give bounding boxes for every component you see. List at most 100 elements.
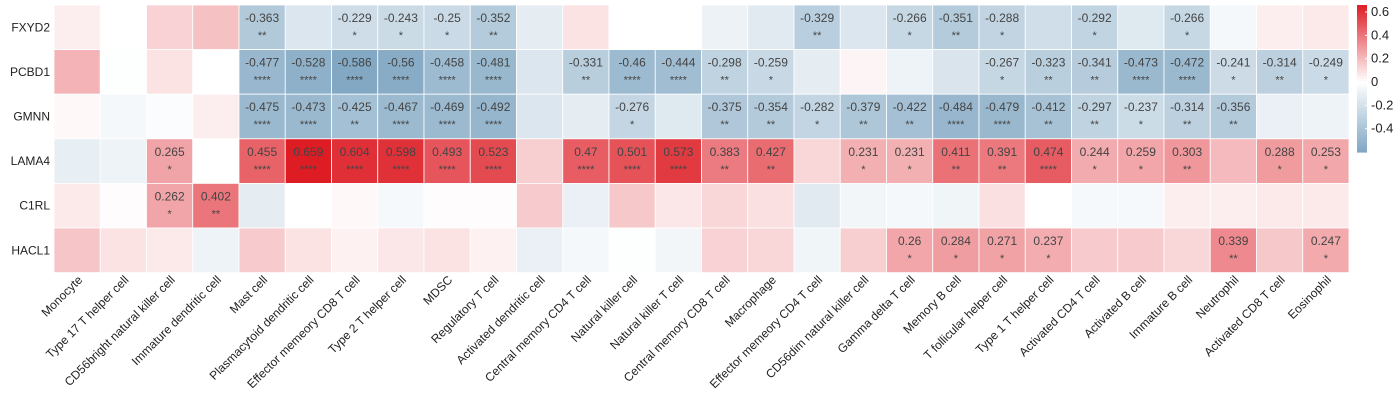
cell-significance-label: ** — [720, 75, 729, 87]
colorbar: 0.6 0.4 0.2 0 -0.2 -0.4 — [1357, 4, 1393, 153]
colorbar-segment — [1357, 93, 1367, 97]
colorbar-tick-label: 0 — [1371, 74, 1378, 89]
heatmap-cell — [1302, 49, 1350, 95]
colorbar-segment — [1357, 17, 1367, 21]
cell-value-label: -0.292 — [1078, 11, 1112, 25]
heatmap-cell — [1071, 182, 1119, 229]
heatmap-cell — [1163, 93, 1211, 140]
heatmap-cell — [1209, 182, 1257, 229]
cell-value-label: 0.455 — [247, 145, 277, 159]
heatmap-cell — [1071, 49, 1119, 95]
column-label: MDSC — [420, 273, 455, 308]
heatmap-cell — [284, 4, 332, 50]
colorbar-segment — [1357, 14, 1367, 18]
colorbar-segment — [1357, 105, 1367, 109]
heatmap-cell — [53, 4, 101, 50]
heatmap-cell — [516, 49, 564, 95]
cell-significance-label: * — [1000, 253, 1005, 265]
colorbar-segment — [1357, 46, 1367, 50]
cell-value-label: -0.266 — [1170, 11, 1204, 25]
cell-significance-label: ** — [720, 164, 729, 176]
cell-value-label: -0.375 — [708, 100, 742, 114]
heatmap-cell — [284, 182, 332, 229]
cell-value-label: 0.284 — [941, 234, 971, 248]
cell-value-label: -0.473 — [1124, 56, 1158, 70]
cell-significance-label: * — [1185, 30, 1190, 42]
cell-significance-label: ** — [767, 164, 776, 176]
heatmap-cell — [839, 49, 887, 95]
heatmap-cell — [701, 49, 749, 95]
column-label: Gamma delta T cell — [835, 273, 918, 356]
cell-significance-label: * — [815, 119, 820, 131]
row-label: HACL1 — [11, 243, 50, 257]
colorbar-segment — [1357, 90, 1367, 94]
cell-significance-label: ** — [1229, 119, 1238, 131]
column-label: Monocyte — [39, 273, 86, 320]
heatmap-cell-labels: -0.363**-0.229*-0.243*-0.25*-0.352**-0.3… — [155, 11, 1344, 265]
cell-significance-label: **** — [254, 75, 272, 87]
cell-significance-label: **** — [947, 119, 965, 131]
heatmap-cells — [53, 4, 1350, 273]
cell-significance-label: **** — [254, 164, 272, 176]
cell-value-label: -0.352 — [476, 11, 510, 25]
cell-significance-label: ** — [1229, 253, 1238, 265]
colorbar-segment — [1357, 144, 1367, 148]
cell-value-label: -0.329 — [800, 11, 834, 25]
heatmap-cell — [192, 138, 240, 184]
heatmap-cell — [1117, 93, 1165, 140]
colorbar-segment — [1357, 66, 1367, 70]
colorbar-segment — [1357, 127, 1367, 131]
cell-value-label: -0.267 — [985, 56, 1019, 70]
cell-value-label: -0.297 — [1078, 100, 1112, 114]
cell-value-label: -0.351 — [939, 11, 973, 25]
heatmap-cell — [1117, 182, 1165, 229]
heatmap-cell — [1209, 138, 1257, 184]
heatmap-cell — [1302, 227, 1350, 273]
column-label: T follicular helper cell — [921, 273, 1010, 362]
cell-value-label: 0.339 — [1218, 234, 1248, 248]
cell-value-label: -0.46 — [618, 56, 646, 70]
cell-significance-label: **** — [485, 119, 503, 131]
cell-significance-label: **** — [624, 75, 642, 87]
heatmap-cell — [886, 49, 934, 95]
colorbar-segment — [1357, 34, 1367, 38]
colorbar-segment — [1357, 58, 1367, 62]
cell-significance-label: * — [907, 164, 912, 176]
colorbar-segment — [1357, 68, 1367, 72]
colorbar-segment — [1357, 134, 1367, 138]
colorbar-segment — [1357, 54, 1367, 58]
heatmap-cell — [562, 93, 610, 140]
cell-significance-label: ** — [350, 119, 359, 131]
cell-significance-label: * — [1139, 164, 1144, 176]
colorbar-segment — [1357, 117, 1367, 121]
cell-value-label: 0.47 — [574, 145, 598, 159]
cell-value-label: -0.298 — [708, 56, 742, 70]
column-label: Type 1 T helper cell — [973, 273, 1057, 357]
heatmap-cell — [469, 93, 517, 140]
heatmap-cell — [1256, 49, 1304, 95]
heatmap-cell — [978, 182, 1026, 229]
cell-significance-label: * — [1277, 164, 1282, 176]
heatmap-cell — [793, 93, 841, 140]
heatmap-cell — [238, 227, 286, 273]
heatmap-cell — [654, 227, 702, 273]
heatmap-cell — [238, 182, 286, 229]
heatmap-cell — [1071, 138, 1119, 184]
cell-value-label: -0.331 — [569, 56, 603, 70]
colorbar-segment — [1357, 29, 1367, 33]
cell-significance-label: **** — [346, 75, 364, 87]
cell-value-label: 0.573 — [663, 145, 693, 159]
colorbar-segment — [1357, 36, 1367, 40]
cell-significance-label: ** — [489, 30, 498, 42]
heatmap-cell — [932, 4, 980, 50]
heatmap-cell — [238, 93, 286, 140]
heatmap-cell — [331, 182, 379, 229]
heatmap-cell — [192, 4, 240, 50]
row-label: GMNN — [13, 110, 50, 124]
heatmap-cell — [516, 182, 564, 229]
heatmap-cell — [1117, 138, 1165, 184]
heatmap-cell — [978, 227, 1026, 273]
colorbar-segment — [1357, 88, 1367, 92]
colorbar-tick-label: 0.6 — [1371, 4, 1389, 19]
